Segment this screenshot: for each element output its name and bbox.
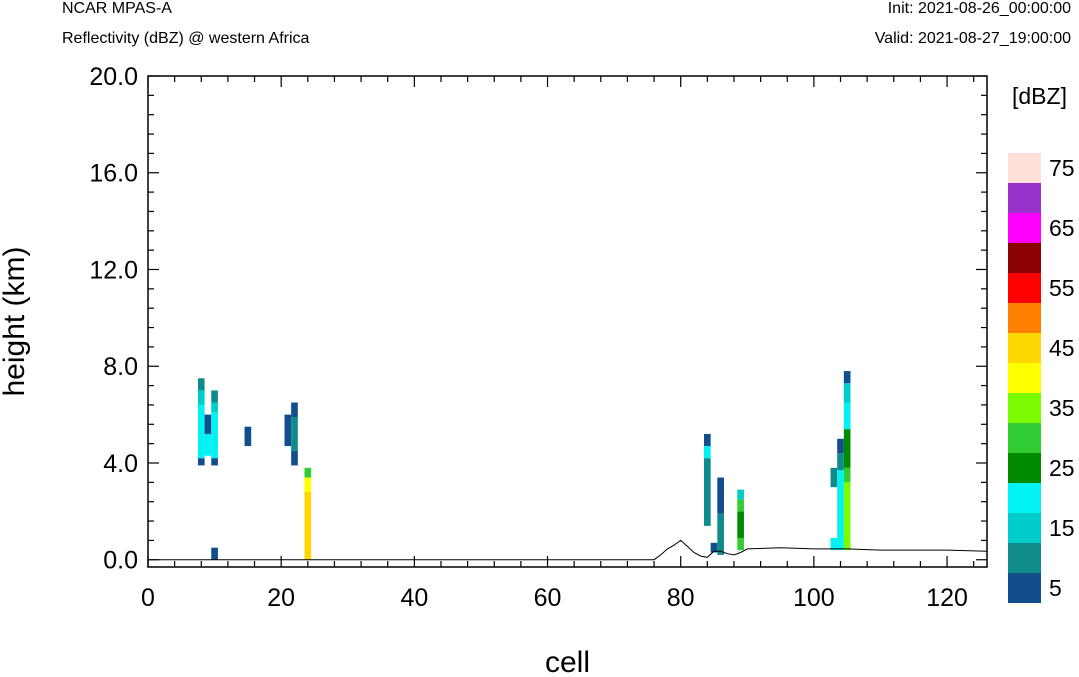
reflectivity-cell [291,450,298,466]
y-axis-title: height (km) [0,246,31,396]
tick-labels: 0 20 40 60 80 100 120 0.0 4.0 8.0 12.0 16.0 20.0 [89,63,968,612]
reflectivity-cell [843,467,851,483]
colorbar-label: 55 [1049,275,1075,301]
reflectivity-cell [197,404,205,459]
y-tick-label: 0.0 [103,547,138,575]
colorbar-label: 65 [1049,215,1075,241]
colorbar-swatch [1008,273,1041,303]
reflectivity-cell [837,438,844,454]
plot-border [147,75,988,568]
reflectivity-cell [291,417,298,451]
reflectivity-cell [837,453,844,471]
y-tick-label: 4.0 [103,450,138,478]
colorbar-swatch [1008,183,1041,213]
reflectivity-cells [197,371,851,560]
reflectivity-cell [197,458,205,466]
reflectivity-cell [704,433,711,447]
reflectivity-cell [304,492,312,560]
valid-time: Valid: 2021-08-27_19:00:00 [874,30,1071,47]
reflectivity-cell [717,513,724,555]
reflectivity-cell [704,458,711,526]
reflectivity-cell [704,446,711,459]
reflectivity-cell [843,402,851,430]
axis-frame [147,75,988,568]
colorbar-swatch [1008,453,1041,483]
colorbar-label: 35 [1049,395,1075,421]
colorbar-swatch [1008,393,1041,423]
reflectivity-cell [830,537,838,551]
reflectivity-cell [843,371,851,384]
colorbar-swatch [1008,573,1041,603]
x-tick-label: 40 [400,584,428,612]
field-subtitle: Reflectivity (dBZ) @ western Africa [62,30,310,47]
reflectivity-cell [204,414,212,434]
reflectivity-cell [204,433,212,456]
x-tick-label: 60 [534,584,562,612]
reflectivity-cell [843,482,851,551]
x-tick-label: 80 [667,584,695,612]
terrain-line [148,539,988,561]
reflectivity-cell [304,467,312,478]
colorbar: 5 15 25 35 45 55 65 75 [1008,153,1075,603]
reflectivity-cell [284,414,292,447]
reflectivity-cell [717,477,724,514]
y-tick-label: 8.0 [103,353,138,381]
colorbar-swatch [1008,363,1041,393]
reflectivity-cell [737,489,744,500]
reflectivity-cell [837,470,844,551]
x-tick-label: 120 [926,584,968,612]
reflectivity-cell [737,511,744,538]
model-title: NCAR MPAS-A [62,0,172,17]
y-tick-label: 12.0 [89,256,138,284]
colorbar-swatch [1008,513,1041,543]
reflectivity-cell [843,429,851,468]
reflectivity-cell [710,542,718,553]
colorbar-swatch [1008,483,1041,513]
reflectivity-cell [211,412,218,459]
terrain-outline [148,539,988,561]
x-tick-label: 0 [141,584,155,612]
colorbar-label: 75 [1049,155,1075,181]
reflectivity-cell [211,547,218,560]
x-axis-title: cell [545,646,590,677]
colorbar-label: 45 [1049,335,1075,361]
reflectivity-cell [830,467,838,488]
reflectivity-cell [211,390,218,403]
init-time: Init: 2021-08-26_00:00:00 [887,0,1071,17]
y-tick-label: 20.0 [89,63,138,91]
colorbar-label: 25 [1049,455,1075,481]
colorbar-swatch [1008,543,1041,573]
reflectivity-cell [291,402,298,418]
colorbar-swatch [1008,243,1041,273]
reflectivity-cell [737,537,744,551]
colorbar-label: 15 [1049,515,1075,541]
reflectivity-cell [197,378,205,391]
reflectivity-cell [211,402,218,413]
colorbar-label: 5 [1049,575,1062,601]
reflectivity-cell [737,499,744,512]
reflectivity-cell [244,426,252,447]
colorbar-swatch [1008,303,1041,333]
colorbar-swatch [1008,333,1041,363]
reflectivity-cell [304,477,312,493]
colorbar-swatch [1008,423,1041,453]
reflectivity-cell [197,390,205,405]
colorbar-swatch [1008,213,1041,243]
y-tick-label: 16.0 [89,160,138,188]
colorbar-swatch [1008,153,1041,183]
reflectivity-cell [843,383,851,403]
x-tick-label: 20 [267,584,295,612]
x-tick-label: 100 [793,584,835,612]
reflectivity-cell [211,458,218,466]
colorbar-unit: [dBZ] [1012,83,1067,109]
